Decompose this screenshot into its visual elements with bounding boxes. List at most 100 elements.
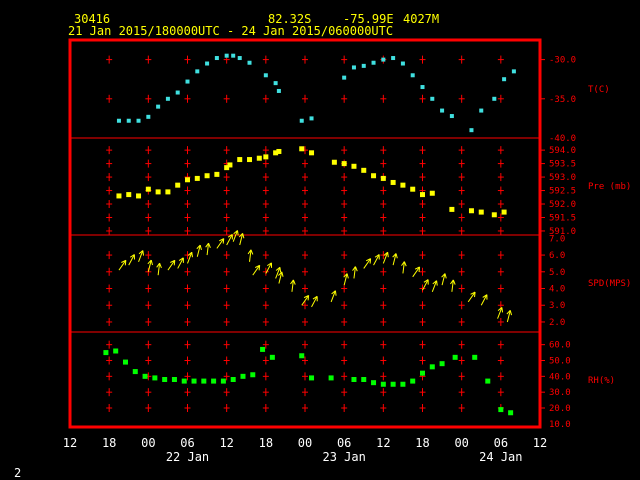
pressure-point: [136, 193, 142, 199]
wind-arrow: [156, 262, 162, 276]
temperature-point: [276, 88, 281, 93]
temperature-point: [224, 53, 229, 58]
temperature-point: [156, 104, 161, 109]
panel-label: T(C): [588, 85, 610, 95]
temperature-point: [205, 61, 210, 66]
wind-arrow-head: [414, 266, 420, 270]
wind-arrow-head: [383, 251, 388, 256]
temperature-point: [299, 118, 304, 123]
wind-arrow-head: [343, 273, 348, 278]
wind-arrow: [373, 254, 380, 266]
wind-arrow-head: [444, 273, 447, 279]
wind-arrow: [330, 290, 337, 303]
wind-arrow: [467, 291, 476, 303]
wind-arrow: [247, 249, 254, 262]
station-id: 30416: [74, 12, 111, 26]
wind-arrow: [275, 266, 282, 279]
grid-crosses: [106, 55, 545, 412]
rh-point: [420, 370, 425, 376]
rh-point: [230, 377, 236, 382]
wind-arrow-shaft: [216, 238, 225, 249]
date-label: 22 Jan: [166, 450, 209, 464]
pressure-point: [299, 146, 305, 152]
rh-point: [439, 361, 445, 367]
temperature-point: [309, 116, 314, 121]
wind-arrow-head: [156, 262, 160, 268]
panel-dividers: [70, 137, 540, 333]
rh-point: [400, 381, 406, 387]
x-tick-label: 00: [141, 436, 155, 450]
pressure-point: [491, 212, 497, 218]
right-axis-labels: -30.0 -35.0 -40.0 T(C) 594.0 593.5 593.0 592.5 5…: [549, 56, 631, 430]
wind-arrow-head: [307, 295, 310, 301]
y-tick-label: 593.5: [549, 160, 576, 170]
temperature-point: [175, 90, 180, 95]
y-tick-label: 592.0: [549, 200, 576, 210]
rh-point: [452, 354, 458, 360]
wind-arrow-shaft: [187, 252, 193, 264]
rh-point: [508, 410, 514, 416]
wind-arrow-head: [312, 295, 318, 300]
pressure-point: [165, 189, 171, 195]
temperature-point: [361, 63, 366, 68]
wind-arrow: [238, 233, 245, 246]
wind-arrow-head: [247, 249, 252, 255]
wind-arrow: [401, 261, 407, 274]
temperature-point: [381, 57, 386, 62]
wind-arrow: [196, 244, 202, 257]
wind-arrow-head: [281, 271, 284, 277]
pressure-point: [380, 175, 386, 181]
wind-arrow-head: [254, 264, 260, 268]
wind-arrow-head: [227, 234, 233, 238]
temperature-point: [430, 96, 435, 101]
wind-arrow: [480, 294, 488, 306]
wind-arrow-head: [290, 279, 294, 285]
y-tick-label: 594.0: [549, 146, 576, 156]
pressure-point: [263, 154, 269, 160]
wind-arrow-head: [501, 307, 504, 313]
wind-arrow-shaft: [422, 279, 429, 291]
y-tick-label: 20.0: [549, 404, 571, 414]
pressure-point: [194, 175, 200, 181]
pressure-point: [116, 193, 122, 199]
wind-arrow-shaft: [467, 291, 476, 303]
temperature-point: [195, 69, 200, 74]
wind-arrow-shaft: [301, 295, 310, 306]
wind-arrow: [352, 266, 358, 279]
wind-arrow-shaft: [412, 266, 421, 278]
wind-arrow: [177, 257, 184, 269]
rh-point: [132, 369, 138, 375]
wind-arrow-shaft: [373, 254, 380, 266]
pressure-point: [126, 192, 132, 198]
wind-arrow-head: [474, 292, 476, 298]
rh-point: [299, 353, 305, 359]
wind-arrow-head: [238, 233, 243, 238]
pressure-point: [247, 157, 253, 163]
rh-point: [220, 378, 226, 384]
rh-point: [328, 375, 334, 381]
wind-arrow: [301, 294, 310, 306]
wind-arrow-shaft: [138, 250, 144, 262]
pressure-point: [410, 186, 416, 192]
rh-point: [171, 377, 177, 382]
panel-label: RH(%): [588, 376, 615, 386]
temperature-point: [185, 79, 190, 84]
wind-arrow-head: [187, 251, 193, 256]
temperature-point: [136, 118, 141, 123]
wind-arrow-head: [387, 252, 389, 258]
date-label: 23 Jan: [322, 450, 365, 464]
data-points: [103, 53, 516, 416]
pressure-point: [309, 150, 315, 156]
wind-arrow-head: [121, 259, 127, 263]
wind-arrow-head: [258, 265, 261, 271]
date-label: 24 Jan: [479, 450, 522, 464]
wind-arrow: [290, 279, 296, 292]
y-tick-label: -30.0: [549, 56, 576, 66]
wind-arrow-shaft: [382, 252, 389, 264]
wind-arrow-shaft: [265, 262, 272, 274]
wind-arrow-head: [331, 290, 336, 295]
pressure-point: [204, 173, 210, 179]
wind-arrow: [252, 264, 261, 276]
station-longitude: -75.99E: [343, 12, 394, 26]
